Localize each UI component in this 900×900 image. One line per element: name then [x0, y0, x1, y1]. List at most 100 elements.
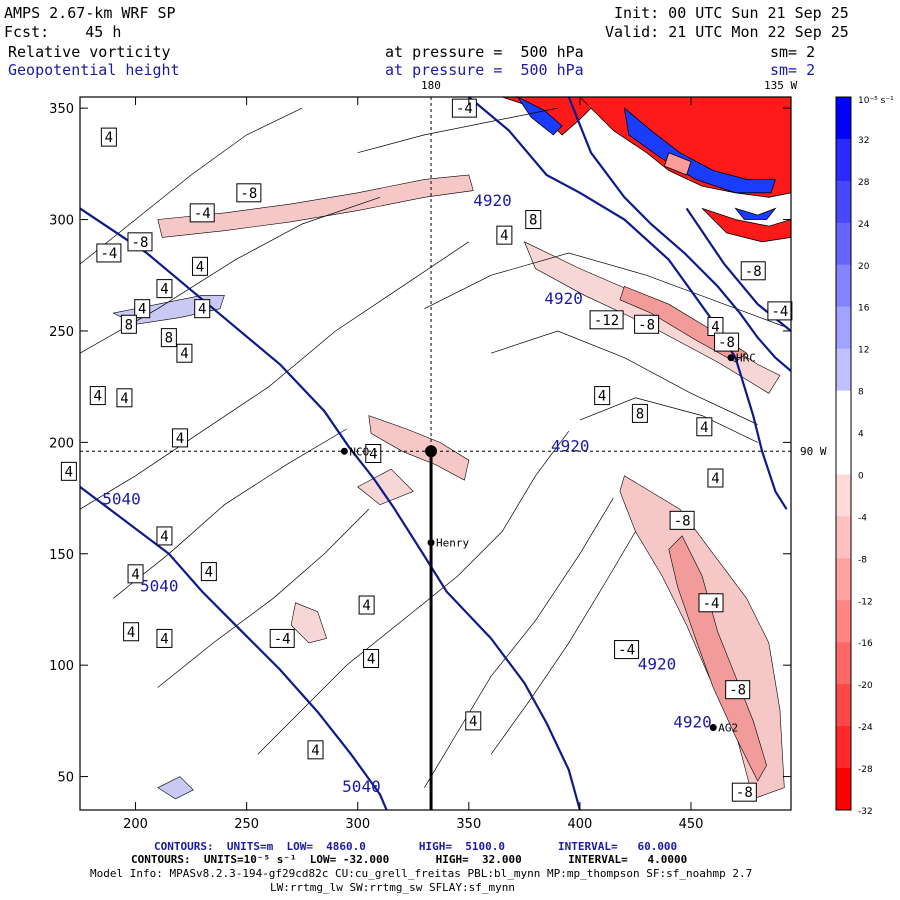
colorbar-bin-7	[836, 390, 851, 434]
colorbar-tick-9: -4	[858, 513, 867, 523]
colorbar-frame	[835, 96, 852, 811]
model-info-2: LW:rrtmg_lw SW:rrtmg_sw SFLAY:sf_mynn	[270, 881, 516, 894]
vort-label-41: -4	[618, 643, 635, 659]
field2-level: at pressure = 500 hPa	[385, 61, 584, 79]
height-contours: 5040 5040 5040 4920 4920 4920 4920 4920	[79, 96, 792, 811]
colorbar-tick-14: -24	[858, 723, 873, 733]
lon-label-180: 180	[421, 79, 441, 92]
vort-label-23: 4	[367, 651, 375, 667]
vort-label-37: 4	[700, 420, 708, 436]
field1-level: at pressure = 500 hPa	[385, 43, 584, 61]
intense-region-6	[663, 152, 692, 176]
lon-label-90w: 90 W	[800, 445, 827, 458]
model-info: Model Info: MPASv8.2.3-194-gf29cd82c CU:…	[90, 867, 753, 880]
vorticity-region-8	[290, 602, 327, 644]
station-marker-nco	[340, 447, 348, 455]
vorticity-contour-info: CONTOURS: UNITS=10⁻⁵ s⁻¹ LOW= -32.000 HI…	[131, 853, 688, 866]
vorticity-line-3	[157, 508, 370, 688]
vort-label-16: 4	[160, 529, 168, 545]
vort-label-28: 4	[500, 228, 508, 244]
vort-box-5	[156, 279, 173, 299]
vort-box-23	[363, 648, 380, 668]
vort-box-35	[594, 386, 611, 406]
vort-label-13: 4	[120, 391, 128, 407]
vort-box-10	[160, 328, 177, 348]
station-label-hrc: HRC	[736, 352, 756, 365]
vort-label-2: -8	[132, 235, 149, 251]
intense-vorticity-area	[502, 95, 792, 243]
vort-box-3	[189, 203, 215, 223]
vort-label-38: 4	[711, 471, 719, 487]
colorbar-bin-0	[836, 97, 851, 140]
vort-label-17: 4	[131, 567, 139, 583]
vorticity-line-6	[490, 531, 636, 755]
height-contour-4920-3	[468, 96, 788, 510]
vort-label-6: 4	[196, 259, 204, 275]
vort-box-16	[156, 526, 173, 546]
vort-box-22	[269, 628, 295, 648]
vorticity-region-5	[368, 415, 470, 481]
vort-label-0: 4	[105, 130, 113, 146]
station-marker-henry	[427, 539, 435, 547]
vort-label-15: 4	[176, 431, 184, 447]
lon-label-135w: 135 W	[764, 79, 798, 92]
vort-box-7	[134, 299, 151, 319]
colorbar-tick-10: -8	[858, 555, 867, 565]
vort-box-14	[60, 461, 77, 481]
vort-label-25: 4	[311, 743, 319, 759]
vort-box-32	[740, 261, 766, 281]
height-label-3: 4920	[473, 191, 512, 210]
intense-region-3	[623, 107, 776, 194]
vort-label-42: -8	[729, 683, 746, 699]
vort-box-6	[191, 256, 208, 276]
colorbar-tick-15: -28	[858, 765, 873, 775]
valid-time: Valid: 21 UTC Mon 22 Sep 25	[605, 23, 849, 41]
y-tick-label-150: 150	[49, 548, 74, 563]
colorbar-tick-13: -20	[858, 681, 873, 691]
stations: NCO Henry HRC AG2	[340, 352, 756, 735]
vort-label-36: 8	[636, 406, 644, 422]
vort-label-40: -4	[703, 596, 720, 612]
vort-box-30	[634, 314, 660, 334]
vort-label-21: 4	[362, 598, 370, 614]
vort-label-34: -8	[718, 335, 735, 351]
colorbar-bin-15	[836, 726, 851, 769]
vort-label-31: 4	[711, 319, 719, 335]
height-contour-4920-2	[567, 96, 792, 372]
x-tick-label-300: 300	[345, 817, 370, 832]
vorticity-line-10	[579, 397, 758, 443]
colorbar-tick-5: 12	[858, 346, 869, 356]
vort-box-1	[96, 243, 122, 263]
vort-box-17	[127, 564, 144, 584]
vort-label-12: 4	[94, 389, 102, 405]
vort-label-44: 4	[369, 447, 377, 463]
colorbar-tick-11: -12	[858, 597, 873, 607]
vort-label-19: 4	[160, 631, 168, 647]
vort-label-8: 4	[198, 302, 206, 318]
field2-smooth: sm= 2	[770, 61, 816, 79]
vort-label-33: -4	[771, 304, 788, 320]
vort-box-15	[171, 428, 188, 448]
height-contour-5040-1	[79, 486, 388, 811]
vorticity-line-0	[79, 241, 469, 510]
colorbar-bin-3	[836, 222, 851, 266]
vort-box-36	[631, 403, 648, 423]
vort-box-29	[589, 310, 624, 330]
vorticity-line-8	[490, 330, 758, 425]
vort-box-43	[731, 782, 757, 802]
colorbar-unit-label: 10⁻⁵ s⁻¹	[858, 96, 894, 106]
colorbar-bin-16	[836, 768, 851, 811]
vort-box-25	[307, 740, 324, 760]
height-label-5: 4920	[551, 436, 590, 455]
vort-box-19	[156, 628, 173, 648]
vort-box-26	[451, 98, 477, 118]
vort-box-34	[714, 332, 740, 352]
vorticity-region-6	[357, 468, 414, 506]
station-label-ag2: AG2	[718, 722, 738, 735]
colorbar-tick-1: 28	[858, 178, 870, 188]
x-tick-label-450: 450	[679, 817, 704, 832]
axis-ticks: 200 250 300 350 400 450 50 100 150 200 250 300 350	[49, 97, 791, 832]
y-tick-label-200: 200	[49, 436, 74, 451]
vort-label-26: -4	[456, 101, 473, 117]
